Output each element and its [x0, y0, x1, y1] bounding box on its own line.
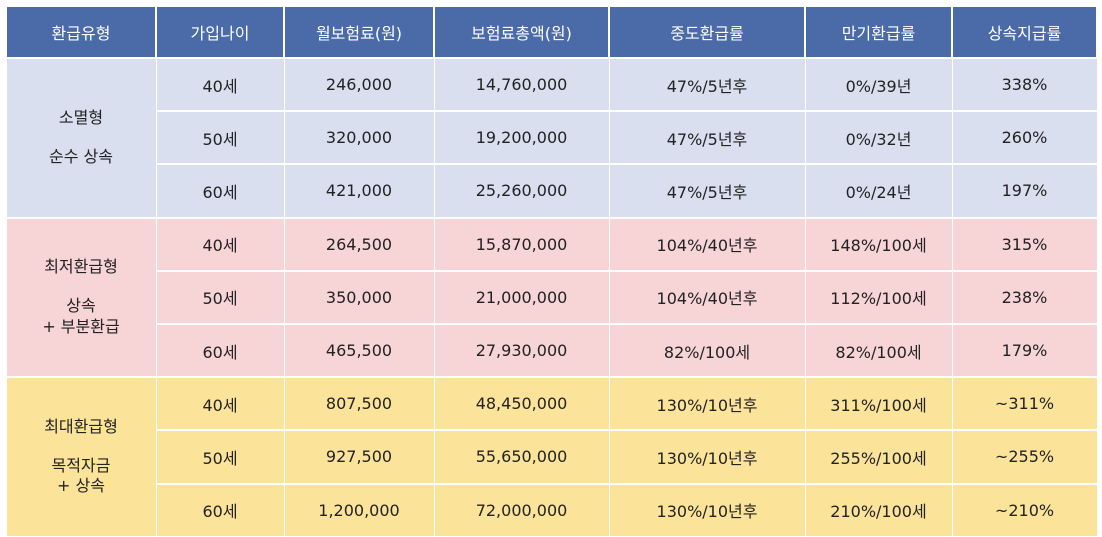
header-maturity-refund-rate: 만기환급률 [804, 7, 953, 58]
header-refund-type: 환급유형 [5, 7, 157, 58]
table-row: 50세 320,000 19,200,000 47%/5년후 0%/32년 26… [6, 110, 1098, 165]
monthly-premium-cell: 1,200,000 [283, 482, 435, 537]
maturity-refund-cell: 82%/100세 [804, 322, 953, 378]
join-age-cell: 40세 [155, 56, 285, 112]
refund-type-name: 최대환급형 [44, 416, 118, 436]
inheritance-payout-cell: 315% [951, 216, 1098, 272]
table-row: 50세 350,000 21,000,000 104%/40년후 112%/10… [6, 269, 1098, 325]
maturity-refund-cell: 255%/100세 [804, 429, 953, 485]
maturity-refund-cell: 112%/100세 [804, 269, 953, 325]
join-age-cell: 50세 [155, 269, 285, 325]
refund-type-cell: 최저환급형 상속 + 부분환급 [5, 216, 157, 378]
monthly-premium-cell: 927,500 [283, 429, 435, 485]
join-age-cell: 60세 [155, 163, 285, 219]
total-premium-cell: 72,000,000 [433, 482, 610, 537]
header-monthly-premium: 월보험료(원) [283, 7, 435, 58]
header-total-premium: 보험료총액(원) [433, 7, 610, 58]
maturity-refund-cell: 311%/100세 [804, 376, 953, 431]
refund-type-name: 소멸형 [58, 107, 104, 127]
total-premium-cell: 27,930,000 [433, 322, 610, 378]
table-row: 50세 927,500 55,650,000 130%/10년후 255%/10… [6, 429, 1098, 485]
refund-type-desc: 상속 [66, 295, 96, 315]
total-premium-cell: 19,200,000 [433, 110, 610, 165]
monthly-premium-cell: 807,500 [283, 376, 435, 431]
midterm-refund-cell: 130%/10년후 [608, 482, 806, 537]
header-join-age: 가입나이 [155, 7, 285, 58]
midterm-refund-cell: 104%/40년후 [608, 269, 806, 325]
midterm-refund-cell: 47%/5년후 [608, 110, 806, 165]
midterm-refund-cell: 47%/5년후 [608, 56, 806, 112]
join-age-cell: 40세 [155, 376, 285, 431]
refund-type-cell: 최대환급형 목적자금 + 상속 [5, 376, 157, 537]
midterm-refund-cell: 82%/100세 [608, 322, 806, 378]
inheritance-payout-cell: 338% [951, 56, 1098, 112]
monthly-premium-cell: 264,500 [283, 216, 435, 272]
table-row: 최저환급형 상속 + 부분환급 40세 264,500 15,870,000 1… [5, 216, 1098, 378]
monthly-premium-cell: 350,000 [283, 269, 435, 325]
refund-type-desc: + 부분환급 [42, 316, 120, 336]
join-age-cell: 60세 [155, 322, 285, 378]
midterm-refund-cell: 130%/10년후 [608, 429, 806, 485]
monthly-premium-cell: 246,000 [283, 56, 435, 112]
refund-comparison-table-container: 환급유형 가입나이 월보험료(원) 보험료총액(원) 중도환급률 만기환급률 상… [5, 7, 1098, 537]
midterm-refund-cell: 104%/40년후 [608, 216, 806, 272]
inheritance-payout-cell: ~255% [951, 429, 1098, 485]
inheritance-payout-cell: 260% [951, 110, 1098, 165]
inheritance-payout-cell: 238% [951, 269, 1098, 325]
total-premium-cell: 15,870,000 [433, 216, 610, 272]
table-row: 60세 465,500 27,930,000 82%/100세 82%/100세… [6, 322, 1098, 378]
refund-type-name: 최저환급형 [44, 257, 118, 277]
join-age-cell: 40세 [155, 216, 285, 272]
inheritance-payout-cell: 179% [951, 322, 1098, 378]
total-premium-cell: 25,260,000 [433, 163, 610, 219]
refund-type-desc: 순수 상속 [49, 146, 113, 166]
monthly-premium-cell: 421,000 [283, 163, 435, 219]
refund-comparison-table: 환급유형 가입나이 월보험료(원) 보험료총액(원) 중도환급률 만기환급률 상… [5, 7, 1098, 537]
table-row: 최대환급형 목적자금 + 상속 40세 807,500 48,450,000 1… [5, 376, 1098, 537]
refund-type-cell: 소멸형 순수 상속 [5, 57, 157, 219]
monthly-premium-cell: 465,500 [283, 322, 435, 378]
join-age-cell: 50세 [155, 110, 285, 165]
maturity-refund-cell: 0%/24년 [804, 163, 953, 219]
total-premium-cell: 21,000,000 [433, 269, 610, 325]
total-premium-cell: 48,450,000 [433, 376, 610, 431]
maturity-refund-cell: 0%/39년 [804, 56, 953, 112]
maturity-refund-cell: 210%/100세 [804, 482, 953, 537]
total-premium-cell: 55,650,000 [433, 429, 610, 485]
maturity-refund-cell: 148%/100세 [804, 216, 953, 272]
midterm-refund-cell: 130%/10년후 [608, 376, 806, 431]
total-premium-cell: 14,760,000 [433, 56, 610, 112]
inheritance-payout-cell: ~210% [951, 482, 1098, 537]
monthly-premium-cell: 320,000 [283, 110, 435, 165]
inheritance-payout-cell: ~311% [951, 376, 1098, 431]
table-row: 60세 421,000 25,260,000 47%/5년후 0%/24년 19… [6, 163, 1098, 219]
header-row: 환급유형 가입나이 월보험료(원) 보험료총액(원) 중도환급률 만기환급률 상… [5, 7, 1098, 58]
header-midterm-refund-rate: 중도환급률 [608, 7, 806, 58]
header-inheritance-payout-rate: 상속지급률 [951, 7, 1098, 58]
midterm-refund-cell: 47%/5년후 [608, 163, 806, 219]
table-row: 60세 1,200,000 72,000,000 130%/10년후 210%/… [6, 482, 1098, 537]
inheritance-payout-cell: 197% [951, 163, 1098, 219]
maturity-refund-cell: 0%/32년 [804, 110, 953, 165]
refund-type-desc: + 상속 [57, 476, 105, 496]
table-row: 소멸형 순수 상속 40세 246,000 14,760,000 47%/5년후… [5, 56, 1098, 219]
join-age-cell: 60세 [155, 482, 285, 537]
refund-type-desc: 목적자금 [51, 455, 111, 475]
join-age-cell: 50세 [155, 429, 285, 485]
